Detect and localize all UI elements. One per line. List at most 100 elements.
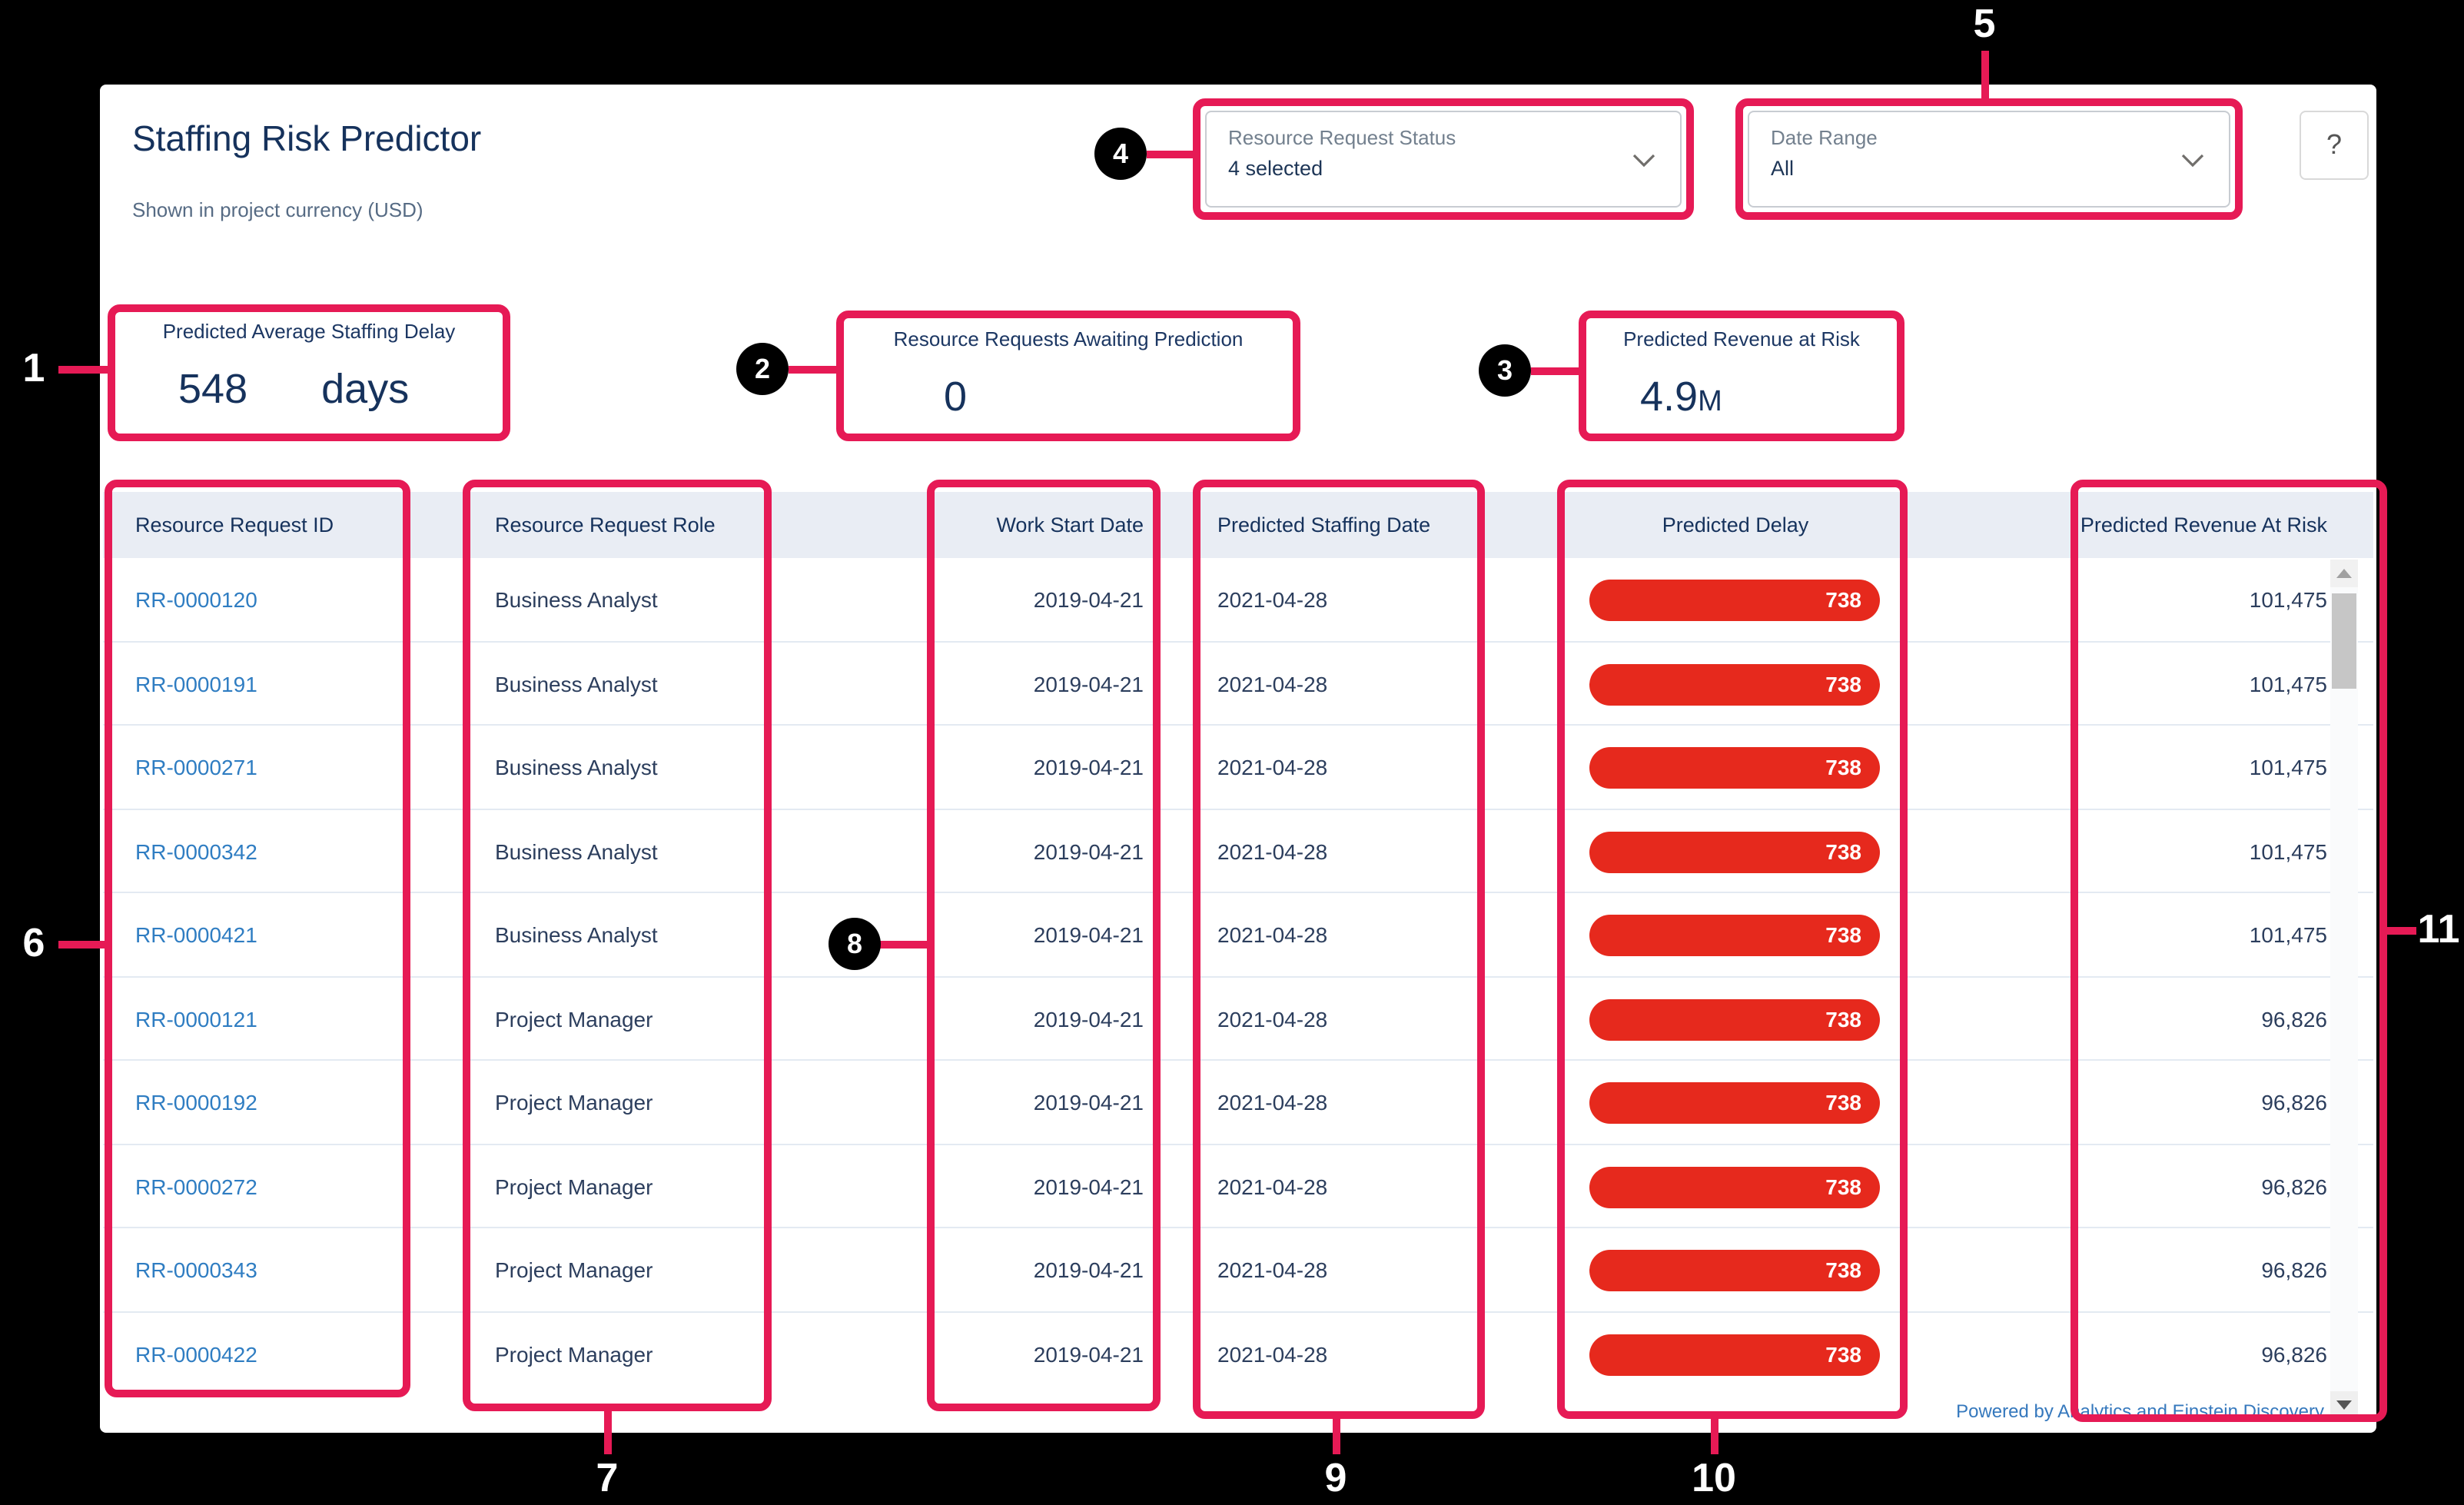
predicted-revenue-at-risk-cell: 101,475	[2249, 922, 2327, 947]
predicted-delay-cell: 738	[1589, 747, 1880, 789]
predicted-delay-cell: 738	[1589, 998, 1880, 1040]
table-row: RR-0000271 Business Analyst 2019-04-21 2…	[103, 726, 2373, 809]
scroll-up-button[interactable]	[2330, 560, 2358, 587]
resource-request-status-dropdown[interactable]: Resource Request Status 4 selected	[1205, 111, 1682, 208]
predicted-staffing-date-cell: 2021-04-28	[1217, 587, 1328, 612]
page-title: Staffing Risk Predictor	[132, 118, 482, 158]
kpi-predicted-revenue-at-risk: Predicted Revenue at Risk 4.9 M	[1579, 315, 1904, 446]
resource-request-id-link[interactable]: RR-0000421	[135, 922, 257, 947]
predicted-revenue-at-risk-cell: 96,826	[2261, 1090, 2327, 1115]
predicted-staffing-date-cell: 2021-04-28	[1217, 839, 1328, 863]
resource-request-role-cell: Project Manager	[495, 1257, 653, 1282]
kpi-label: Resource Requests Awaiting Prediction	[893, 327, 1244, 351]
dashboard-card: Staffing Risk Predictor Shown in project…	[100, 85, 2376, 1433]
resource-request-id-link[interactable]: RR-0000121	[135, 1006, 257, 1031]
predicted-revenue-at-risk-cell: 96,826	[2261, 1174, 2327, 1198]
annotation-connector-6	[58, 941, 105, 949]
callout-10: 10	[1692, 1454, 1736, 1500]
kpi-value: 0	[944, 374, 968, 420]
predicted-revenue-at-risk-cell: 101,475	[2249, 755, 2327, 779]
work-start-date-cell: 2019-04-21	[1033, 755, 1144, 779]
table-row: RR-0000120 Business Analyst 2019-04-21 2…	[103, 558, 2373, 642]
delay-pill: 738	[1589, 663, 1880, 705]
chevron-down-icon	[2181, 154, 2204, 168]
predicted-staffing-date-cell: 2021-04-28	[1217, 922, 1328, 947]
column-header-resource-request-role[interactable]: Resource Request Role	[495, 513, 716, 537]
kpi-unit: M	[1698, 386, 1722, 418]
column-header-resource-request-id[interactable]: Resource Request ID	[135, 513, 334, 537]
predicted-staffing-date-cell: 2021-04-28	[1217, 1090, 1328, 1115]
dropdown-label: Resource Request Status	[1228, 126, 1456, 149]
work-start-date-cell: 2019-04-21	[1033, 839, 1144, 863]
kpi-label: Predicted Average Staffing Delay	[162, 320, 456, 343]
resource-request-id-link[interactable]: RR-0000422	[135, 1341, 257, 1366]
help-button[interactable]: ?	[2300, 111, 2369, 180]
predicted-revenue-at-risk-cell: 101,475	[2249, 587, 2327, 612]
predicted-staffing-date-cell: 2021-04-28	[1217, 1257, 1328, 1282]
resource-request-id-link[interactable]: RR-0000342	[135, 839, 257, 863]
callout-9: 9	[1324, 1454, 1347, 1500]
work-start-date-cell: 2019-04-21	[1033, 671, 1144, 696]
kpi-value: 548	[178, 366, 248, 412]
kpi-value: 4.9	[1640, 374, 1699, 420]
work-start-date-cell: 2019-04-21	[1033, 587, 1144, 612]
currency-note: Shown in project currency (USD)	[132, 198, 423, 221]
kpi-predicted-average-staffing-delay: Predicted Average Staffing Delay 548 day…	[108, 307, 510, 438]
table-row: RR-0000421 Business Analyst 2019-04-21 2…	[103, 893, 2373, 977]
column-header-work-start-date[interactable]: Work Start Date	[996, 513, 1144, 537]
resource-request-id-link[interactable]: RR-0000192	[135, 1090, 257, 1115]
predicted-delay-cell: 738	[1589, 580, 1880, 621]
predicted-delay-cell: 738	[1589, 831, 1880, 872]
resource-request-role-cell: Project Manager	[495, 1006, 653, 1031]
callout-4: 4	[1094, 128, 1147, 180]
delay-pill: 738	[1589, 1166, 1880, 1208]
resource-request-id-link[interactable]: RR-0000272	[135, 1174, 257, 1198]
predicted-delay-cell: 738	[1589, 1250, 1880, 1291]
powered-by-note: Powered by Analytics and Einstein Discov…	[1956, 1400, 2324, 1422]
resource-request-role-cell: Project Manager	[495, 1090, 653, 1115]
resource-request-role-cell: Business Analyst	[495, 671, 658, 696]
scrollbar-thumb[interactable]	[2332, 593, 2356, 689]
resource-request-role-cell: Business Analyst	[495, 839, 658, 863]
delay-pill: 738	[1589, 1082, 1880, 1124]
table-row: RR-0000343 Project Manager 2019-04-21 20…	[103, 1228, 2373, 1312]
resource-request-id-link[interactable]: RR-0000271	[135, 755, 257, 779]
predicted-delay-cell: 738	[1589, 1334, 1880, 1375]
column-header-predicted-staffing-date[interactable]: Predicted Staffing Date	[1217, 513, 1431, 537]
delay-pill: 738	[1589, 1334, 1880, 1375]
kpi-resource-requests-awaiting-prediction: Resource Requests Awaiting Prediction 0	[836, 315, 1300, 446]
callout-2: 2	[736, 343, 789, 395]
predicted-revenue-at-risk-cell: 101,475	[2249, 671, 2327, 696]
work-start-date-cell: 2019-04-21	[1033, 922, 1144, 947]
scroll-down-button[interactable]	[2330, 1391, 2358, 1419]
resource-request-role-cell: Business Analyst	[495, 755, 658, 779]
table-scrollbar[interactable]	[2330, 560, 2358, 1419]
column-header-predicted-delay[interactable]: Predicted Delay	[1662, 513, 1809, 537]
kpi-unit: days	[321, 366, 410, 412]
resource-request-id-link[interactable]: RR-0000191	[135, 671, 257, 696]
predicted-revenue-at-risk-cell: 96,826	[2261, 1006, 2327, 1031]
work-start-date-cell: 2019-04-21	[1033, 1257, 1144, 1282]
date-range-dropdown[interactable]: Date Range All	[1748, 111, 2230, 208]
table-row: RR-0000342 Business Analyst 2019-04-21 2…	[103, 809, 2373, 893]
callout-5: 5	[1973, 0, 1996, 46]
predicted-staffing-date-cell: 2021-04-28	[1217, 755, 1328, 779]
resource-request-id-link[interactable]: RR-0000343	[135, 1257, 257, 1282]
down-arrow-icon	[2336, 1400, 2352, 1410]
column-header-predicted-revenue-at-risk[interactable]: Predicted Revenue At Risk	[2080, 513, 2327, 537]
resource-request-role-cell: Business Analyst	[495, 922, 658, 947]
up-arrow-icon	[2336, 569, 2352, 578]
delay-pill: 738	[1589, 580, 1880, 621]
resource-request-role-cell: Project Manager	[495, 1341, 653, 1366]
callout-6: 6	[22, 919, 45, 965]
dropdown-label: Date Range	[1771, 126, 1878, 149]
callout-11: 11	[2417, 905, 2460, 952]
resource-request-id-link[interactable]: RR-0000120	[135, 587, 257, 612]
predicted-delay-cell: 738	[1589, 915, 1880, 956]
predicted-delay-cell: 738	[1589, 1166, 1880, 1208]
resource-request-role-cell: Project Manager	[495, 1174, 653, 1198]
work-start-date-cell: 2019-04-21	[1033, 1006, 1144, 1031]
table-row: RR-0000191 Business Analyst 2019-04-21 2…	[103, 642, 2373, 726]
table-row: RR-0000192 Project Manager 2019-04-21 20…	[103, 1061, 2373, 1145]
